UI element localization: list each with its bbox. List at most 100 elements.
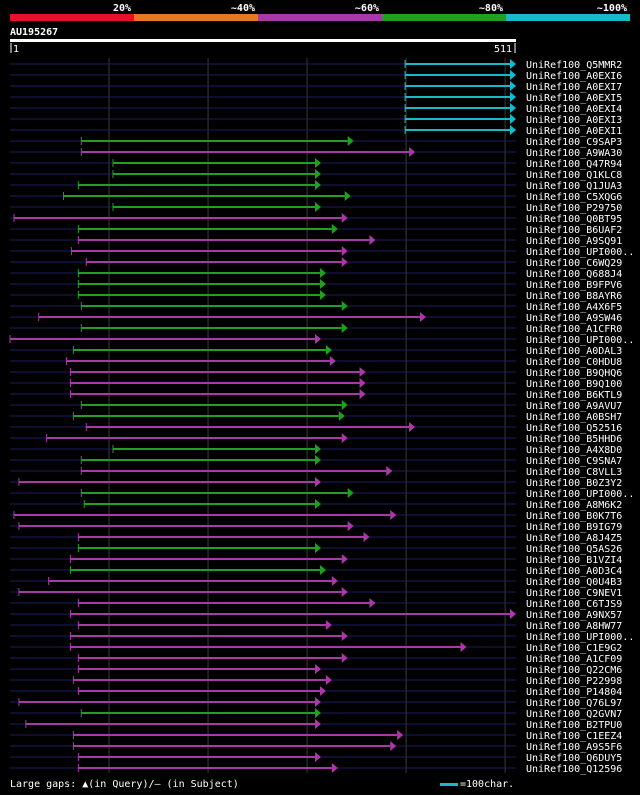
hit-bar <box>78 228 332 230</box>
hit-label: UniRef100_A0EXI1 <box>526 126 622 137</box>
hit-arrow-head <box>338 411 345 421</box>
hit-label: UniRef100_C9SNA7 <box>526 456 622 467</box>
hit-arrow-head <box>510 81 516 91</box>
hit-label: UniRef100_A0EXI4 <box>526 104 622 115</box>
hit-arrow-head <box>510 59 516 69</box>
hit-label: UniRef100_B8AYR6 <box>526 291 622 302</box>
hit-label: UniRef100_P14804 <box>526 687 622 698</box>
hit-arrow-head <box>341 213 348 223</box>
hit-bar <box>405 85 510 87</box>
hit-bar <box>405 96 510 98</box>
hit-arrow-head <box>390 510 397 520</box>
hit-arrow-head <box>409 422 416 432</box>
hit-label: UniRef100_C6WQ29 <box>526 258 622 269</box>
query-end-label: 511 <box>494 44 512 55</box>
hit-arrow-head <box>314 543 321 553</box>
query-id-label: AU195267 <box>10 27 58 38</box>
hit-arrow-head <box>341 400 348 410</box>
hit-bar <box>81 492 348 494</box>
hit-label: UniRef100_C0HDU8 <box>526 357 622 368</box>
hit-bar <box>70 613 510 615</box>
hit-bar <box>73 734 398 736</box>
hit-bar <box>81 470 387 472</box>
hit-bar <box>70 646 461 648</box>
hit-bar <box>78 756 315 758</box>
hit-label: UniRef100_A0EXI3 <box>526 115 622 126</box>
hit-label: UniRef100_A9AVU7 <box>526 401 622 412</box>
hit-bar <box>405 118 510 120</box>
hit-arrow-head <box>325 620 332 630</box>
hit-bar <box>81 305 342 307</box>
hit-label: UniRef100_B9QHQ6 <box>526 368 622 379</box>
hit-label: UniRef100_C9NEV1 <box>526 588 622 599</box>
hit-label: UniRef100_A0DAL3 <box>526 346 622 357</box>
hit-arrow-head <box>314 180 321 190</box>
hit-label: UniRef100_A9SQ91 <box>526 236 622 247</box>
hit-bar <box>13 217 342 219</box>
hit-arrow-head <box>325 675 332 685</box>
hit-arrow-head <box>314 477 321 487</box>
hit-arrow-head <box>319 268 326 278</box>
hit-bar <box>78 239 370 241</box>
hit-label: UniRef100_Q76L97 <box>526 698 622 709</box>
hit-bar <box>66 360 330 362</box>
hit-label: UniRef100_A0BSH7 <box>526 412 622 423</box>
hit-bar <box>84 503 315 505</box>
hit-label: UniRef100_A9NX57 <box>526 610 622 621</box>
hit-bar <box>81 140 348 142</box>
hit-bar <box>70 635 342 637</box>
hit-label: UniRef100_C1EEZ4 <box>526 731 622 742</box>
hit-label: UniRef100_A0EXI7 <box>526 82 622 93</box>
hit-label: UniRef100_B9FPV6 <box>526 280 622 291</box>
hit-bar <box>78 624 326 626</box>
identity-scale-segment <box>134 14 258 21</box>
hit-arrow-head <box>510 92 516 102</box>
hit-arrow-head <box>325 345 332 355</box>
identity-scale-segment <box>506 14 630 21</box>
hit-label: UniRef100_A4X8D0 <box>526 445 622 456</box>
identity-scale-label: ~60% <box>355 3 379 14</box>
hit-label: UniRef100_Q2GVN7 <box>526 709 622 720</box>
hit-bar <box>112 448 315 450</box>
hit-arrow-head <box>341 653 348 663</box>
hit-bar <box>81 327 342 329</box>
hit-bar <box>71 250 342 252</box>
hit-bar <box>73 679 326 681</box>
hit-arrow-head <box>390 741 397 751</box>
hit-bar <box>18 525 348 527</box>
hit-arrow-head <box>314 752 321 762</box>
query-bar <box>10 39 516 42</box>
hit-arrow-head <box>314 158 321 168</box>
hit-bar <box>81 404 342 406</box>
hit-arrow-head <box>510 125 516 135</box>
hit-label: UniRef100_B9Q100 <box>526 379 622 390</box>
hit-label: UniRef100_Q47R94 <box>526 159 622 170</box>
scale-line-icon <box>440 782 458 786</box>
hit-arrow-head <box>359 378 366 388</box>
hit-arrow-head <box>386 466 393 476</box>
hit-label: UniRef100_UPI000.. <box>526 632 634 643</box>
hit-arrow-head <box>510 114 516 124</box>
hit-bar <box>63 195 345 197</box>
hit-label: UniRef100_B6UAF2 <box>526 225 622 236</box>
hit-label: UniRef100_Q22CM6 <box>526 665 622 676</box>
hit-bar <box>78 767 332 769</box>
hit-arrow-head <box>314 169 321 179</box>
hit-bar <box>78 272 320 274</box>
hit-label: UniRef100_Q12596 <box>526 764 622 775</box>
hit-bar <box>405 63 510 65</box>
hit-arrow-head <box>460 642 467 652</box>
scale-legend: =100char. <box>440 779 514 790</box>
hit-arrow-head <box>314 708 321 718</box>
hit-label: UniRef100_A1CF09 <box>526 654 622 665</box>
hit-bar <box>18 591 342 593</box>
hit-arrow-head <box>341 554 348 564</box>
hit-label: UniRef100_B9IG79 <box>526 522 622 533</box>
identity-scale-segment <box>382 14 506 21</box>
hit-arrow-head <box>314 499 321 509</box>
hit-arrow-head <box>359 367 366 377</box>
hit-arrow-head <box>331 224 338 234</box>
hit-bar <box>112 162 315 164</box>
